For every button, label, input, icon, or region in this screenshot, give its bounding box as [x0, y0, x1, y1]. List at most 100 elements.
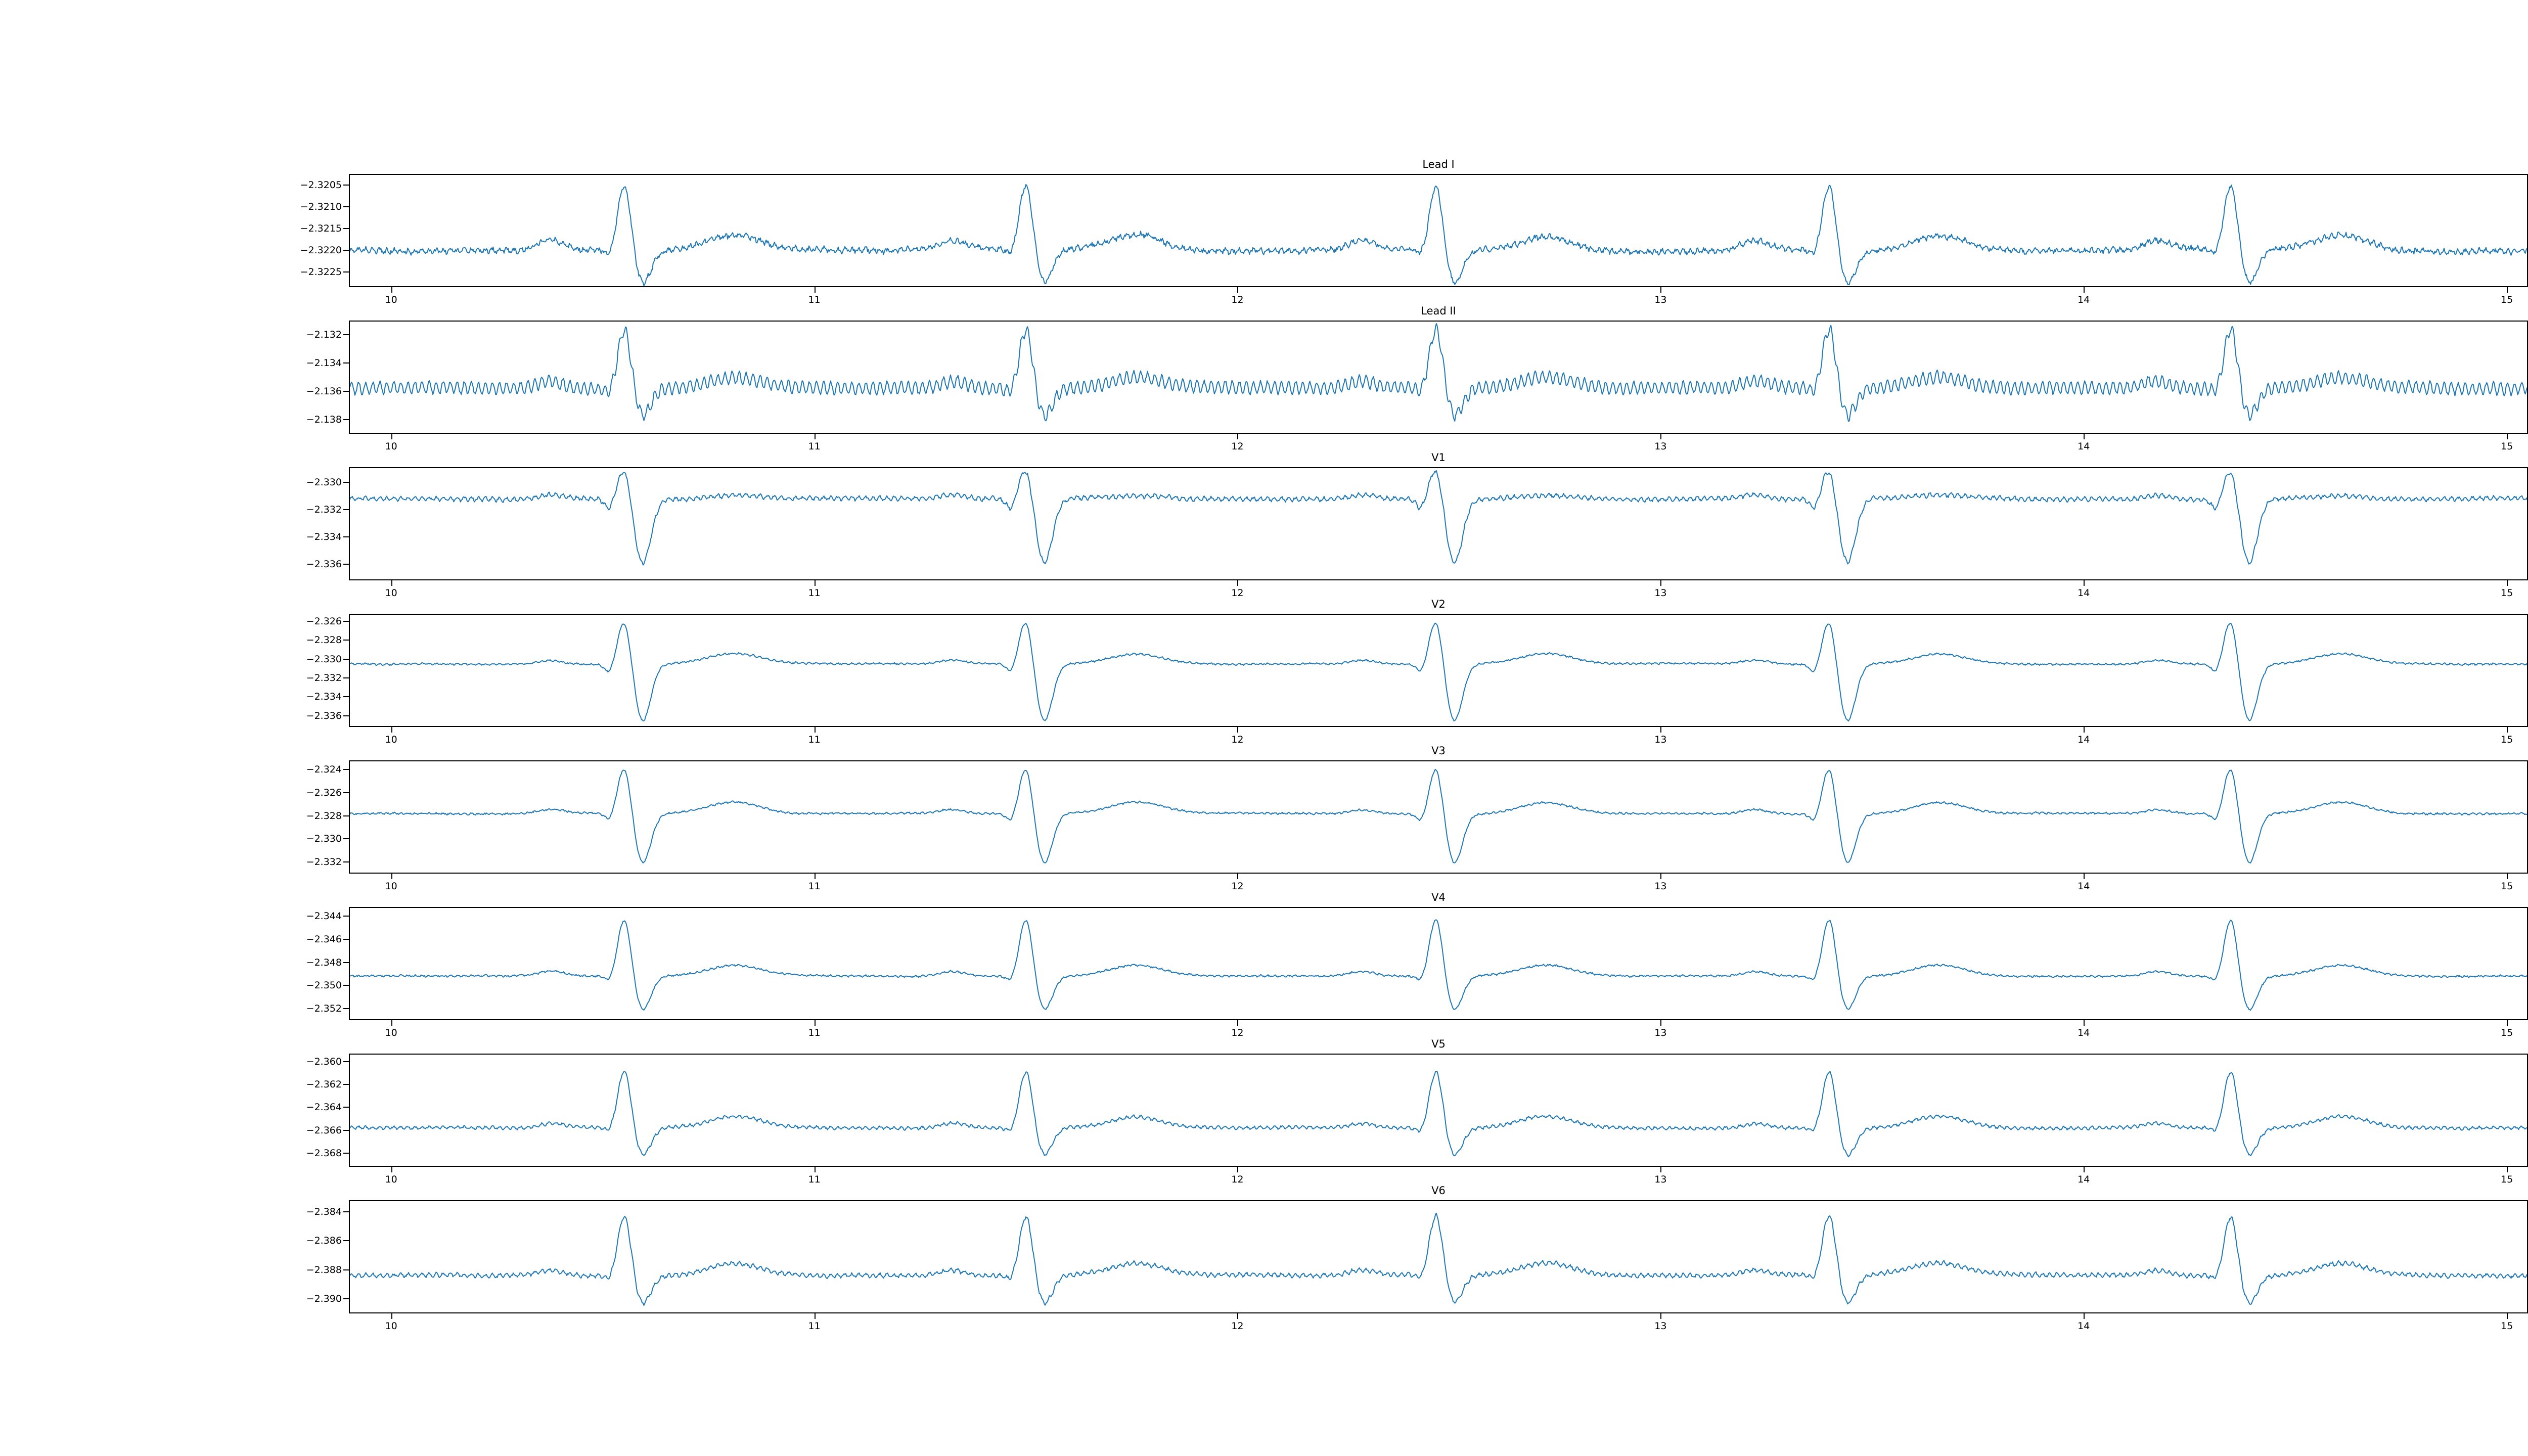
x-tick-mark — [2084, 1167, 2085, 1172]
y-tick-label: −2.132 — [306, 329, 342, 340]
y-tick-label: −2.326 — [306, 615, 342, 627]
y-tick-label: −2.134 — [306, 357, 342, 369]
y-tick-mark — [343, 228, 349, 229]
y-tick-mark — [343, 334, 349, 335]
x-tick-label: 10 — [385, 587, 397, 599]
x-tick-label: 11 — [808, 294, 821, 305]
x-tick-label: 15 — [2501, 1174, 2513, 1185]
y-tick-mark — [343, 916, 349, 917]
subplot-title: Lead II — [1421, 305, 1456, 317]
subplot-title: V2 — [1431, 598, 1446, 610]
subplot-title: V4 — [1431, 891, 1446, 903]
subplot-v5: V5 −2.360 −2.362 −2.364 −2.366 −2.368 10 11 12 13… — [306, 1038, 2528, 1185]
x-tick-label: 13 — [1654, 587, 1667, 599]
x-tick-label: 12 — [1231, 587, 1244, 599]
y-tick-label: −2.336 — [306, 710, 342, 721]
plot-area — [349, 1200, 2528, 1313]
x-tick-label: 11 — [808, 881, 821, 892]
plot-area — [349, 467, 2528, 580]
x-tick-mark — [391, 287, 392, 293]
y-tick-label: −2.346 — [306, 934, 342, 945]
x-tick-label: 15 — [2501, 1027, 2513, 1038]
ecg-trace-lead-i — [350, 184, 2527, 286]
y-tick-label: −2.328 — [306, 810, 342, 822]
y-tick-mark — [343, 362, 349, 363]
x-tick-mark — [2084, 1313, 2085, 1319]
ecg-trace-svg — [350, 622, 2527, 722]
x-tick-label: 13 — [1654, 441, 1667, 452]
x-tick-label: 13 — [1654, 734, 1667, 745]
x-tick-mark — [814, 727, 816, 733]
x-tick-mark — [1237, 874, 1239, 879]
subplot-v4: V4 −2.344 −2.346 −2.348 −2.350 −2.352 10 11 12 13… — [306, 891, 2528, 1038]
x-tick-label: 14 — [2078, 441, 2090, 452]
x-tick-label: 13 — [1654, 294, 1667, 305]
y-tick-mark — [343, 536, 349, 537]
x-tick-mark — [814, 1313, 816, 1319]
subplot-v3: V3 −2.324 −2.326 −2.328 −2.330 −2.332 10 11 12 13… — [306, 745, 2528, 892]
plot-area — [349, 614, 2528, 727]
y-tick-mark — [343, 1298, 349, 1300]
x-tick-label: 15 — [2501, 734, 2513, 745]
y-tick-label: −2.386 — [306, 1235, 342, 1247]
y-tick-mark — [343, 249, 349, 251]
y-tick-mark — [343, 1107, 349, 1108]
ecg-trace-svg — [350, 1071, 2527, 1158]
y-tick-mark — [343, 391, 349, 392]
x-tick-mark — [1237, 1313, 1239, 1319]
ecg-trace-v2 — [350, 622, 2527, 722]
x-tick-mark — [2507, 727, 2508, 733]
y-tick-label: −2.344 — [306, 911, 342, 922]
ecg-trace-svg — [350, 919, 2527, 1011]
subplot-title: V6 — [1431, 1185, 1446, 1197]
x-tick-mark — [1237, 1167, 1239, 1172]
y-tick-mark — [343, 509, 349, 510]
y-tick-mark — [343, 1211, 349, 1212]
x-tick-mark — [2084, 727, 2085, 733]
x-tick-mark — [391, 1020, 392, 1026]
x-tick-label: 13 — [1654, 1027, 1667, 1038]
y-tick-mark — [343, 658, 349, 660]
subplot-title: Lead I — [1422, 158, 1455, 170]
x-tick-mark — [1660, 874, 1662, 879]
y-tick-mark — [343, 640, 349, 641]
x-tick-label: 10 — [385, 441, 397, 452]
x-tick-label: 14 — [2078, 1174, 2090, 1185]
subplot-title: V3 — [1431, 745, 1446, 757]
y-tick-mark — [343, 715, 349, 716]
ecg-trace-v4 — [350, 919, 2527, 1011]
x-tick-label: 13 — [1654, 1174, 1667, 1185]
ecg-trace-svg — [350, 769, 2527, 863]
y-tick-mark — [343, 769, 349, 770]
y-tick-mark — [343, 1129, 349, 1131]
x-tick-label: 12 — [1231, 881, 1244, 892]
plot-area — [349, 1054, 2528, 1167]
x-tick-label: 10 — [385, 1321, 397, 1332]
y-tick-mark — [343, 1061, 349, 1062]
plot-area — [349, 321, 2528, 434]
x-tick-label: 14 — [2078, 881, 2090, 892]
x-tick-mark — [1660, 1020, 1662, 1026]
x-tick-mark — [1660, 580, 1662, 586]
y-tick-label: −2.348 — [306, 957, 342, 968]
y-tick-label: −2.336 — [306, 558, 342, 570]
x-tick-label: 12 — [1231, 294, 1244, 305]
y-tick-mark — [343, 792, 349, 793]
x-tick-label: 14 — [2078, 1027, 2090, 1038]
x-tick-mark — [2507, 287, 2508, 293]
x-tick-label: 11 — [808, 1174, 821, 1185]
x-tick-mark — [1237, 287, 1239, 293]
x-tick-mark — [814, 287, 816, 293]
x-tick-label: 14 — [2078, 294, 2090, 305]
x-tick-label: 11 — [808, 441, 821, 452]
x-tick-label: 10 — [385, 294, 397, 305]
y-tick-mark — [343, 985, 349, 986]
subplot-v2: V2 −2.326 −2.328 −2.330 −2.332 −2.334 −2.336 10… — [306, 598, 2528, 745]
y-tick-label: −2.334 — [306, 531, 342, 542]
y-tick-mark — [343, 481, 349, 483]
y-tick-label: −2.364 — [306, 1102, 342, 1113]
y-tick-label: −2.326 — [306, 787, 342, 798]
x-tick-mark — [814, 874, 816, 879]
y-tick-label: −2.350 — [306, 980, 342, 991]
